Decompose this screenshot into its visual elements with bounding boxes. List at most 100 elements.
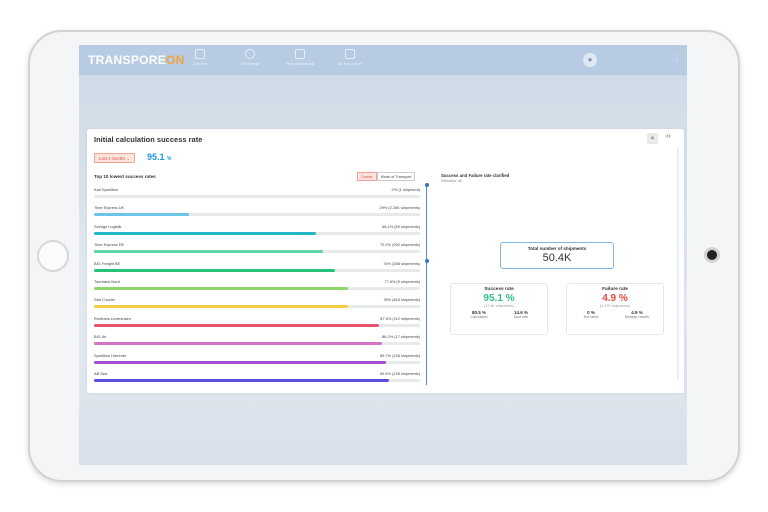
carrier-name: Tourtrans Nord bbox=[94, 278, 120, 284]
carrier-name: BIG Air bbox=[94, 334, 107, 340]
carrier-rate: 0% (1 shipment) bbox=[391, 187, 420, 192]
embed-code-icon[interactable]: ‹› bbox=[666, 133, 671, 140]
multiple-results-stat: 4.9 % Multiple results bbox=[617, 310, 657, 319]
total-shipments-box: Total number of shipments 50.4K bbox=[500, 242, 614, 269]
table-row[interactable]: BIG Freight BE 74% (288 shipments) bbox=[94, 261, 420, 279]
rate-bar-track bbox=[94, 250, 420, 254]
breakdown-subtitle: Selection: all bbox=[441, 179, 462, 183]
success-rate-value: 95.1 % bbox=[483, 293, 515, 304]
total-shipments-value: 50.4K bbox=[542, 252, 572, 264]
spot-rate-value: 14.6 % bbox=[513, 310, 528, 315]
calculated-label: Calculated bbox=[470, 315, 488, 319]
carrier-rate: 78% (463 shipments) bbox=[383, 297, 420, 303]
table-row[interactable]: Runtrans Leverkusen 87.5% (112 shipments) bbox=[94, 316, 420, 334]
report-icon bbox=[345, 49, 355, 59]
carrier-rate: 88.2% (17 shipments) bbox=[382, 334, 420, 340]
app-logo[interactable]: TRANSPOREON bbox=[88, 53, 185, 67]
bell-icon[interactable]: ● bbox=[583, 53, 597, 67]
table-row[interactable]: Star Courier 78% (463 shipments) bbox=[94, 297, 420, 315]
more-icon[interactable]: ⋮ bbox=[673, 54, 681, 63]
failure-rate-box: Failure rate 4.9 % (2.47K shipments) 0 %… bbox=[566, 283, 664, 335]
card-title: Initial calculation success rate bbox=[94, 135, 203, 144]
toggle-carrier[interactable]: Carrier bbox=[357, 172, 377, 181]
nav-item-new-dashboard[interactable]: New dashboard bbox=[275, 49, 325, 66]
nav-item-ad-hoc-report[interactable]: Ad hoc report bbox=[325, 49, 375, 66]
rate-bar-track bbox=[94, 231, 420, 235]
carrier-rate: 74% (288 shipments) bbox=[383, 260, 420, 266]
failure-rate-label: Failure rate bbox=[602, 287, 628, 292]
export-icon[interactable]: ▲ bbox=[647, 133, 658, 144]
nav-item-carriers[interactable]: Carriers bbox=[175, 49, 225, 66]
carrier-name: Runtrans Leverkusen bbox=[94, 315, 131, 321]
rate-bar-track bbox=[94, 268, 420, 272]
period-dropdown[interactable]: Last 3 months ⌄ bbox=[94, 153, 135, 163]
overall-success-rate: 95.1 % bbox=[147, 152, 172, 162]
table-row[interactable]: AB Sea 90.4% (136 shipments) bbox=[94, 371, 420, 389]
table-row[interactable]: Tourtrans Nord 77.8% (9 shipments) bbox=[94, 279, 420, 297]
carrier-rate: 77.8% (9 shipments) bbox=[384, 278, 420, 284]
rate-bar-track bbox=[94, 213, 420, 217]
rate-bar-fill bbox=[94, 231, 316, 235]
app-screen: TRANSPOREON Carriers Tendering New dashb… bbox=[79, 45, 687, 465]
period-label: Last 3 months bbox=[99, 156, 126, 161]
rate-bar-track bbox=[94, 342, 420, 346]
carrier-name: Karl Spedition bbox=[94, 187, 119, 192]
rate-bar-fill bbox=[94, 378, 389, 382]
cube-icon bbox=[195, 49, 205, 59]
table-row[interactable]: Sverige Logistik 68.1% (69 shipments) bbox=[94, 224, 420, 242]
nav-label: Tendering bbox=[241, 61, 259, 66]
table-row[interactable]: Time Express UK 29% (2.26K shipments) bbox=[94, 205, 420, 223]
view-toggle: Carrier Mode of Transport bbox=[357, 172, 416, 181]
rate-bar-fill bbox=[94, 213, 189, 217]
monitor-icon bbox=[295, 49, 305, 59]
nav-label: Carriers bbox=[192, 61, 208, 66]
not-rated-value: 0 % bbox=[587, 310, 595, 315]
scroll-handle-top[interactable] bbox=[424, 183, 429, 187]
carrier-rate: 90.4% (136 shipments) bbox=[379, 370, 420, 376]
tablet-home-button bbox=[37, 240, 69, 272]
carrier-rate: 70.2% (992 shipments) bbox=[379, 242, 420, 248]
table-row[interactable]: BIG Air 88.2% (17 shipments) bbox=[94, 334, 420, 352]
spot-rate-stat: 14.6 % Spot rate bbox=[501, 310, 541, 319]
rate-bar-fill bbox=[94, 250, 323, 254]
rate-bar-fill bbox=[94, 286, 348, 290]
carrier-rate: 89.7% (136 shipments) bbox=[379, 352, 420, 358]
multiple-results-label: Multiple results bbox=[625, 315, 649, 319]
rate-bar-fill bbox=[94, 360, 387, 364]
success-rate-label: Success rate bbox=[484, 287, 514, 292]
success-rate-box: Success rate 95.1 % (47.9K shipments) 80… bbox=[450, 283, 548, 335]
top-navigation-bar: TRANSPOREON Carriers Tendering New dashb… bbox=[79, 45, 687, 75]
rate-bar-track bbox=[94, 323, 420, 327]
toggle-mode-of-transport[interactable]: Mode of Transport bbox=[376, 172, 416, 181]
rate-bar-track bbox=[94, 360, 420, 364]
rate-bar-track bbox=[94, 195, 420, 198]
breakdown-title: Success and Failure rate clarified bbox=[441, 173, 510, 178]
carrier-name: Sverige Logistik bbox=[94, 223, 122, 229]
calculated-value: 80.5 % bbox=[471, 310, 486, 315]
failure-rate-value: 4.9 % bbox=[602, 293, 628, 304]
rate-bar-track bbox=[94, 305, 420, 309]
logo-accent-text: ON bbox=[166, 53, 185, 67]
spot-rate-label: Spot rate bbox=[513, 315, 529, 319]
failure-shipments-count: (2.47K shipments) bbox=[600, 304, 630, 308]
tablet-camera bbox=[704, 247, 720, 263]
carrier-name: Time Express UK bbox=[94, 205, 125, 211]
carrier-name: AB Sea bbox=[94, 370, 108, 376]
table-row[interactable]: Spedition Hammer 89.7% (136 shipments) bbox=[94, 353, 420, 371]
success-shipments-count: (47.9K shipments) bbox=[484, 304, 514, 308]
carrier-rate-list: Karl Spedition 0% (1 shipment) Time Expres… bbox=[94, 187, 420, 389]
carrier-name: Star Courier bbox=[94, 297, 115, 303]
table-row[interactable]: Time Express DE 70.2% (992 shipments) bbox=[94, 242, 420, 260]
table-row[interactable]: Karl Spedition 0% (1 shipment) bbox=[94, 187, 420, 205]
nav-item-tendering[interactable]: Tendering bbox=[225, 49, 275, 66]
rate-bar-track bbox=[94, 378, 420, 382]
card-scrollbar[interactable] bbox=[677, 147, 679, 379]
carrier-name: Time Express DE bbox=[94, 242, 125, 248]
list-scrollbar[interactable] bbox=[426, 185, 427, 385]
scroll-handle-bottom[interactable] bbox=[424, 259, 429, 263]
chevron-down-icon: ⌄ bbox=[126, 156, 130, 161]
logo-text: TRANSPORE bbox=[88, 53, 167, 67]
overall-rate-unit: % bbox=[167, 156, 172, 162]
rate-bar-fill bbox=[94, 323, 380, 327]
carrier-name: BIG Freight BE bbox=[94, 260, 121, 266]
